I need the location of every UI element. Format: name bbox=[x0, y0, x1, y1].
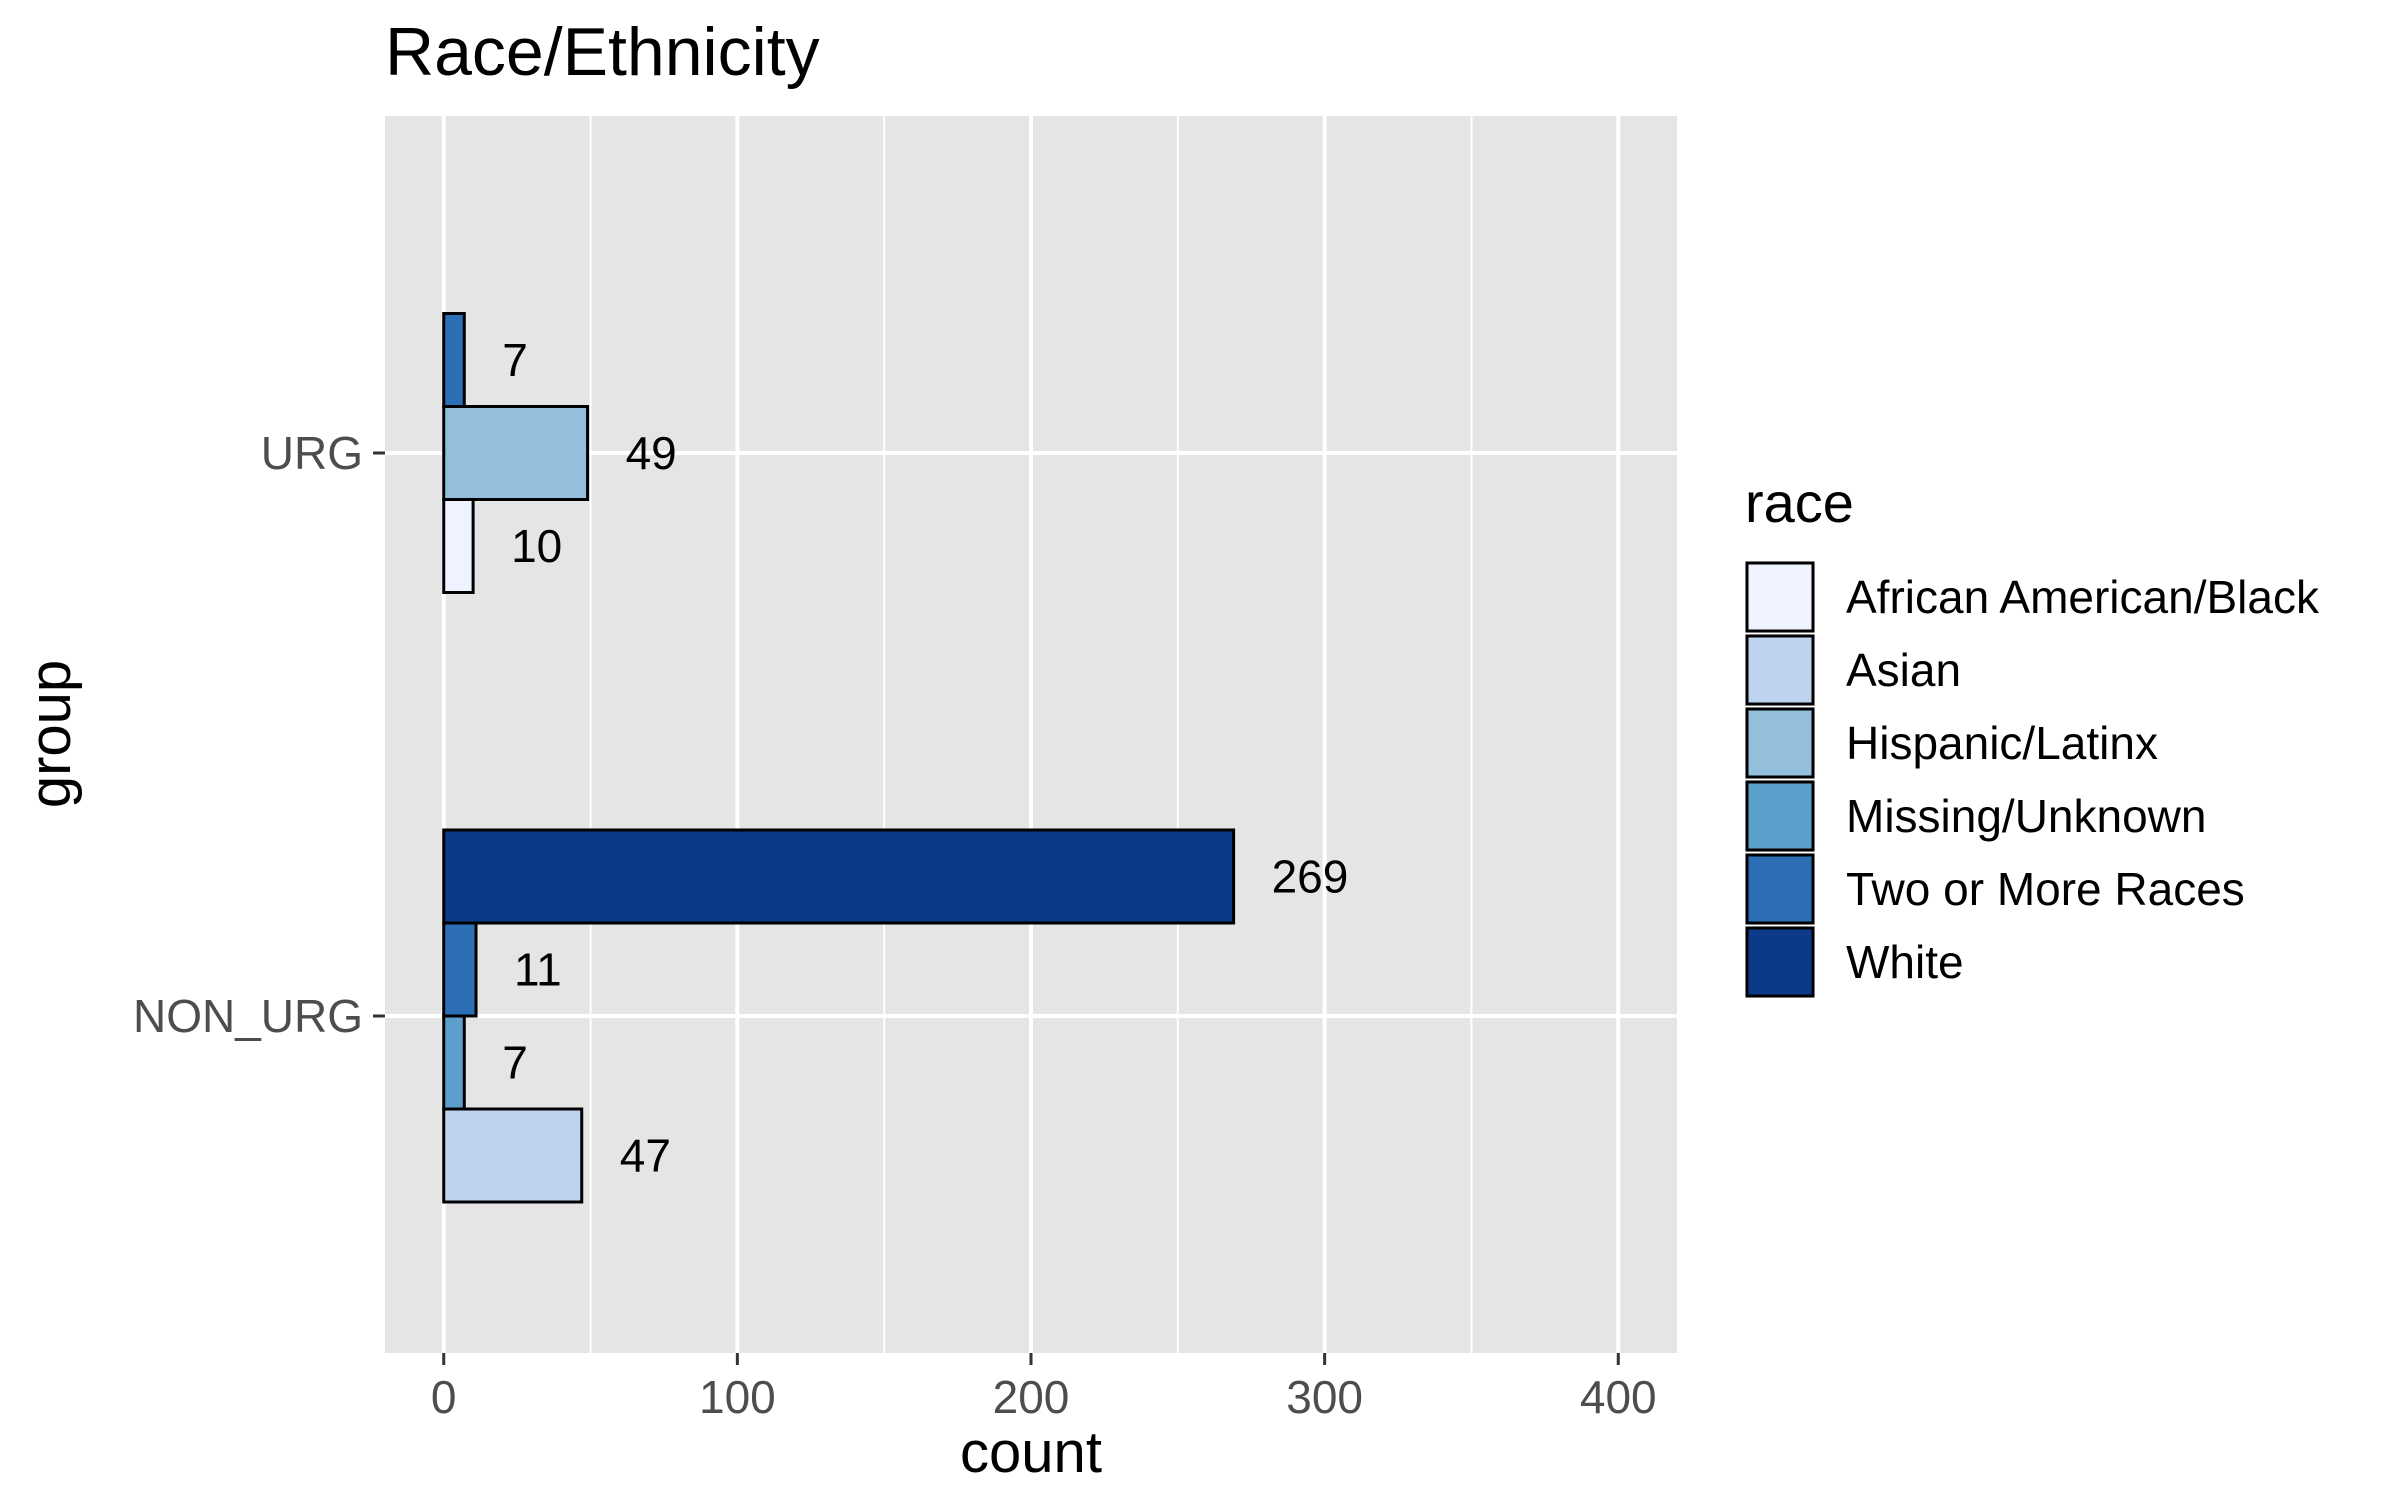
legend-label: Asian bbox=[1846, 644, 1961, 696]
data-label: 10 bbox=[511, 520, 562, 572]
bar-non-urg-two-or-more-races bbox=[442, 921, 478, 1018]
legend: race African American/Black Asian Hispanic… bbox=[1745, 471, 2320, 998]
data-label: 49 bbox=[626, 427, 677, 479]
x-tick-label: 100 bbox=[699, 1371, 776, 1423]
legend-swatch bbox=[1745, 853, 1815, 925]
bar-urg-two-or-more-races bbox=[442, 312, 466, 408]
data-label: 7 bbox=[502, 334, 528, 386]
axes: 0 100 200 300 400 URG NON_URG bbox=[133, 427, 1657, 1423]
x-tick-label: 300 bbox=[1286, 1371, 1363, 1423]
x-tick-label: 400 bbox=[1580, 1371, 1657, 1423]
data-labels: 10 49 7 47 7 11 269 bbox=[502, 334, 1348, 1182]
bars bbox=[442, 312, 1236, 1204]
legend-swatch bbox=[1745, 707, 1815, 779]
bar-urg-hispanic-latinx bbox=[442, 405, 590, 501]
legend-title: race bbox=[1745, 471, 1854, 534]
legend-label: White bbox=[1846, 936, 1964, 988]
legend-label: Hispanic/Latinx bbox=[1846, 717, 2158, 769]
grid-lines bbox=[385, 116, 1677, 1353]
bar-non-urg-missing-unknown bbox=[442, 1014, 466, 1111]
legend-swatch bbox=[1745, 926, 1815, 998]
data-label: 7 bbox=[502, 1037, 528, 1089]
legend-label: African American/Black bbox=[1846, 571, 2320, 623]
bar-non-urg-white bbox=[442, 828, 1236, 925]
legend-swatch bbox=[1745, 561, 1815, 633]
y-tick-label: URG bbox=[261, 427, 363, 479]
bar-non-urg-asian bbox=[442, 1107, 584, 1204]
legend-label: Missing/Unknown bbox=[1846, 790, 2206, 842]
y-tick-label: NON_URG bbox=[133, 990, 363, 1042]
chart-title: Race/Ethnicity bbox=[385, 14, 820, 90]
data-label: 11 bbox=[514, 944, 562, 996]
x-axis-title: count bbox=[960, 1420, 1102, 1485]
legend-swatch bbox=[1745, 780, 1815, 852]
data-label: 47 bbox=[620, 1130, 671, 1182]
bar-urg-african-american-black bbox=[442, 498, 475, 594]
legend-label: Two or More Races bbox=[1846, 863, 2245, 915]
x-tick-label: 0 bbox=[431, 1371, 457, 1423]
legend-swatch bbox=[1745, 634, 1815, 706]
data-label: 269 bbox=[1272, 851, 1349, 903]
y-axis-title: group bbox=[18, 660, 83, 808]
x-tick-label: 200 bbox=[993, 1371, 1070, 1423]
